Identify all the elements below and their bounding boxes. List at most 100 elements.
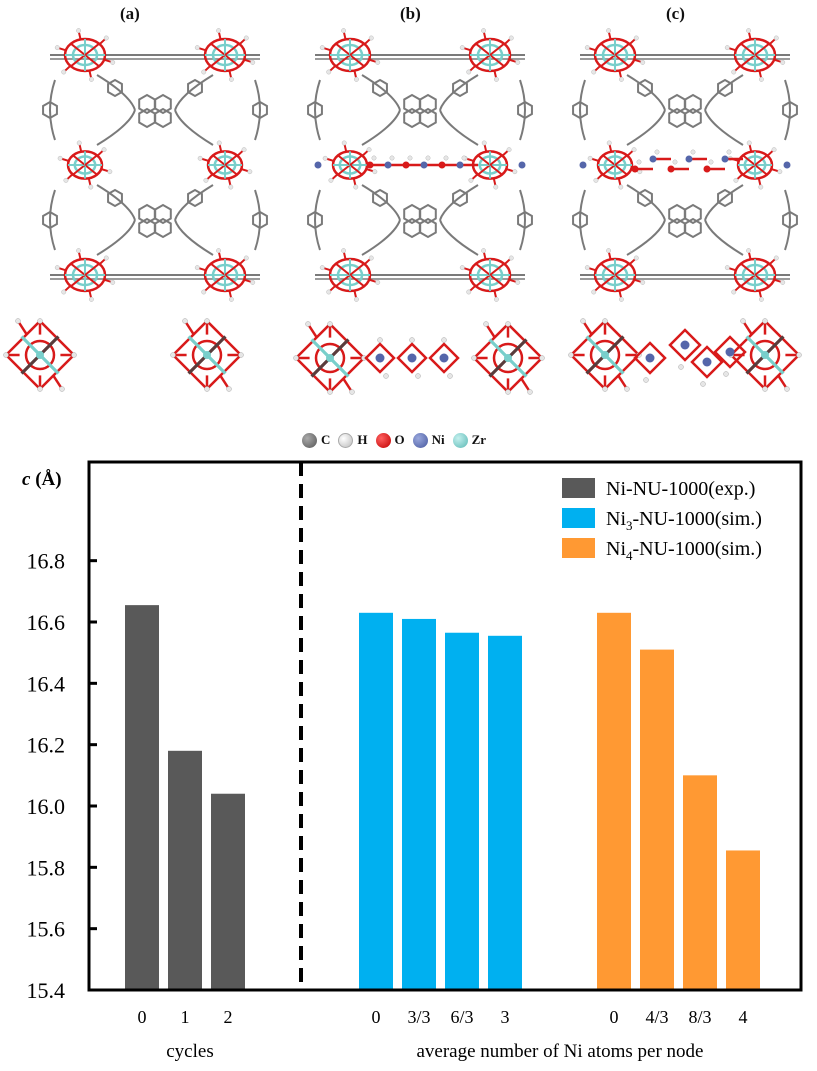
benzene-ring: [517, 210, 533, 230]
h-atom: [508, 35, 514, 41]
h-atom: [226, 386, 232, 392]
h-atom: [88, 296, 94, 302]
benzene-ring: [684, 203, 702, 225]
bar-1-1: [168, 750, 202, 989]
benzene-ring: [307, 100, 323, 120]
linker-arm: [49, 79, 56, 141]
bond: [600, 274, 616, 288]
legend-label-1: Ni-NU-1000(exp.): [606, 478, 755, 500]
y-axis-label: c (Å): [22, 469, 62, 490]
benzene-ring: [452, 78, 468, 98]
h-atom: [633, 255, 639, 261]
bond: [224, 274, 240, 288]
h-atom: [672, 159, 678, 165]
y-tick-label: 16.8: [27, 549, 66, 574]
bar-2-3: [488, 635, 522, 989]
atom-zr-label: Zr: [471, 432, 487, 447]
benzene-ring: [419, 107, 437, 129]
h-atom: [197, 155, 203, 161]
benzene-ring: [572, 210, 588, 230]
h-atom: [771, 147, 777, 153]
linker-arm: [704, 219, 744, 256]
benzene-ring: [419, 217, 437, 239]
h-atom: [375, 279, 381, 285]
h-atom: [481, 248, 487, 254]
h-atom: [758, 76, 764, 82]
linker-arm: [361, 184, 401, 221]
linker-arm: [254, 79, 261, 141]
h-atom: [54, 265, 60, 271]
zr-cluster-ring: [191, 339, 223, 371]
h-atom: [383, 373, 389, 379]
linker-arm: [361, 109, 401, 146]
benzene-ring: [572, 100, 588, 120]
h-atom: [708, 159, 714, 165]
h-atom: [216, 28, 222, 34]
x-tick-label: 8/3: [688, 1007, 711, 1027]
x-tick-label: 0: [610, 1007, 619, 1027]
bond: [349, 154, 363, 166]
h-atom: [76, 140, 82, 146]
h-atom: [773, 35, 779, 41]
y-tick-label: 16.6: [27, 610, 66, 635]
h-atom: [110, 279, 116, 285]
h-atom: [515, 59, 521, 65]
o-atom: [438, 161, 446, 169]
h-atom: [170, 352, 176, 358]
x-tick-label: 3: [501, 1007, 510, 1027]
h-atom: [724, 265, 730, 271]
benzene-ring: [138, 93, 156, 115]
h-atom: [328, 177, 334, 183]
h-atom: [580, 318, 586, 324]
h-atom: [3, 352, 9, 358]
bond: [614, 42, 630, 56]
linker-arm: [174, 184, 214, 221]
benzene-ring: [372, 78, 388, 98]
ni-atom: [649, 155, 657, 163]
linker-arm: [96, 219, 136, 256]
h-atom: [372, 169, 378, 175]
h-atom: [539, 355, 545, 361]
linker-arm: [784, 79, 791, 141]
h-atom: [636, 159, 642, 165]
framework-panel-c: [572, 28, 798, 302]
bond: [489, 54, 505, 68]
h-atom: [63, 177, 69, 183]
linker-arm: [704, 109, 744, 146]
o-atom: [703, 165, 711, 173]
h-atom: [341, 140, 347, 146]
legend-swatch-2: [562, 508, 595, 528]
linker-arm: [96, 184, 136, 221]
ni-oxo-diamond: [633, 341, 667, 375]
h-atom: [204, 386, 210, 392]
bond: [600, 262, 616, 276]
h-atom: [409, 337, 415, 343]
h-atom: [228, 184, 234, 190]
ni-atom: [725, 347, 735, 357]
bond: [84, 262, 100, 276]
bond: [754, 262, 770, 276]
benzene-ring: [403, 93, 421, 115]
h-atom: [602, 386, 608, 392]
bond: [754, 154, 768, 166]
linker-arm: [314, 79, 321, 141]
h-atom: [643, 377, 649, 383]
linker-arm: [254, 189, 261, 251]
h-atom: [780, 59, 786, 65]
linker-arm: [314, 189, 321, 251]
zr-cluster-ring: [314, 342, 346, 374]
zr-cluster-ring: [24, 339, 56, 371]
linker-arm: [626, 219, 666, 256]
h-atom: [238, 352, 244, 358]
ni-atom: [518, 161, 526, 169]
h-atom: [250, 279, 256, 285]
atom-h-swatch: [338, 432, 354, 448]
h-atom: [194, 45, 200, 51]
panel-label-c: (c): [666, 4, 685, 23]
h-atom: [243, 35, 249, 41]
x-axis-label-ni-atoms: average number of Ni atoms per node: [416, 1041, 703, 1062]
benzene-ring: [107, 188, 123, 208]
bond: [212, 164, 226, 176]
atom-zr-swatch: [452, 432, 468, 448]
zr-cluster-ring: [749, 339, 781, 371]
